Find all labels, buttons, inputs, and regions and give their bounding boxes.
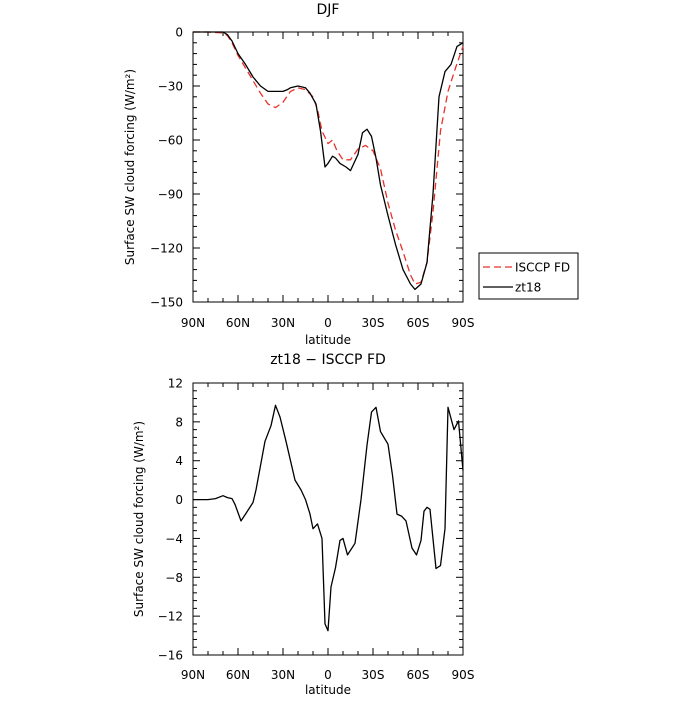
y-tick-label: −12 [158,610,183,624]
series-line-difference [193,404,464,632]
chart-2 [192,382,464,656]
y-tick-label: −90 [158,188,183,202]
x-tick-label: 0 [324,316,332,330]
chart-title: DJF [317,2,340,18]
y-tick-label: 12 [168,377,183,391]
x-tick-label: 30S [362,316,385,330]
x-tick-label: 0 [324,668,332,682]
y-axis-label: Surface SW cloud forcing (W/m²) [132,421,146,617]
y-tick-label: 8 [175,415,183,429]
y-tick-label: 0 [175,26,183,40]
y-tick-label: −120 [150,242,183,256]
y-tick-label: −30 [158,80,183,94]
series-line-zt18 [193,31,464,291]
legend: ISCCP FD zt18 [478,252,579,300]
x-tick-label: 90S [452,316,475,330]
chart-title: zt18 − ISCCP FD [270,352,386,368]
y-tick-label: 0 [175,493,183,507]
y-axis-label: Surface SW cloud forcing (W/m²) [123,69,137,265]
x-tick-label: 90N [181,316,205,330]
x-tick-label: 60S [407,668,430,682]
x-tick-label: 90N [181,668,205,682]
y-tick-label: −150 [150,296,183,310]
legend-label: ISCCP FD [515,261,570,275]
x-axis-label: latitude [305,683,351,697]
chart-1: ISCCP FD zt18 [192,31,579,303]
y-tick-label: −8 [165,571,183,585]
x-tick-label: 60N [226,316,250,330]
x-tick-label: 60S [407,316,430,330]
y-tick-label: 4 [175,454,183,468]
x-tick-label: 90S [452,668,475,682]
legend-label: zt18 [515,281,541,295]
y-tick-label: −4 [165,532,183,546]
series-line-isccp-fd [193,31,464,285]
legend-box [478,252,579,300]
y-tick-label: −60 [158,134,183,148]
x-tick-label: 60N [226,668,250,682]
x-axis-label: latitude [305,333,351,347]
x-tick-label: 30S [362,668,385,682]
x-tick-label: 30N [271,668,295,682]
y-tick-label: −16 [158,649,183,663]
x-tick-label: 30N [271,316,295,330]
